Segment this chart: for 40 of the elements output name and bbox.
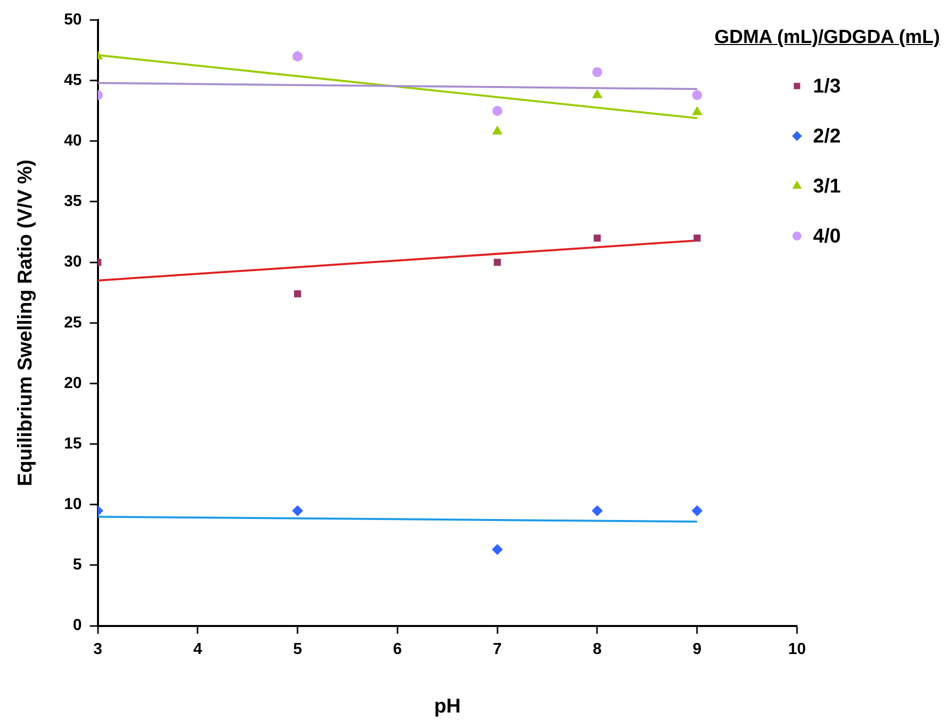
point [592,505,603,516]
legend-label: 4/0 [813,226,841,248]
x-tick-label: 7 [492,640,502,658]
x-tick-label: 9 [692,640,702,658]
y-tick-label: 15 [64,435,82,452]
point [592,67,602,78]
point [294,290,302,298]
x-tick-label: 5 [293,640,302,658]
point [694,234,701,242]
point [492,106,502,116]
legend-label: 1/3 [813,76,841,98]
x-tick-label: 3 [93,640,102,658]
y-tick-label: 40 [64,132,82,150]
y-tick-label: 50 [64,11,82,28]
y-tick-label: 35 [64,193,82,210]
y-tick-label: 5 [72,556,82,574]
point [692,90,702,100]
point [692,106,702,116]
x-tick-label: 4 [193,640,202,658]
y-tick-label: 10 [64,496,82,514]
x-axis-title: pH [434,696,461,718]
y-axis-title: Equilibrium Swelling Ratio (V/V %) [14,160,37,486]
point [692,505,703,516]
point [492,125,503,134]
legend-title: GDMA (mL)/GDGDA (mL) [714,27,940,49]
point [594,234,601,242]
point [592,89,602,98]
y-tick-label: 25 [64,314,82,332]
y-tick-label: 20 [64,374,82,392]
point [492,544,503,555]
x-tick-label: 8 [592,640,602,658]
point [494,258,501,266]
point [292,505,304,516]
legend-label: 2/2 [813,126,841,148]
legend-label: 3/1 [813,176,841,198]
y-tick-label: 0 [72,617,82,634]
y-tick-label: 30 [64,254,82,271]
y-tick-label: 45 [64,72,82,89]
x-tick-label: 10 [788,640,806,658]
x-tick-label: 6 [393,640,402,658]
